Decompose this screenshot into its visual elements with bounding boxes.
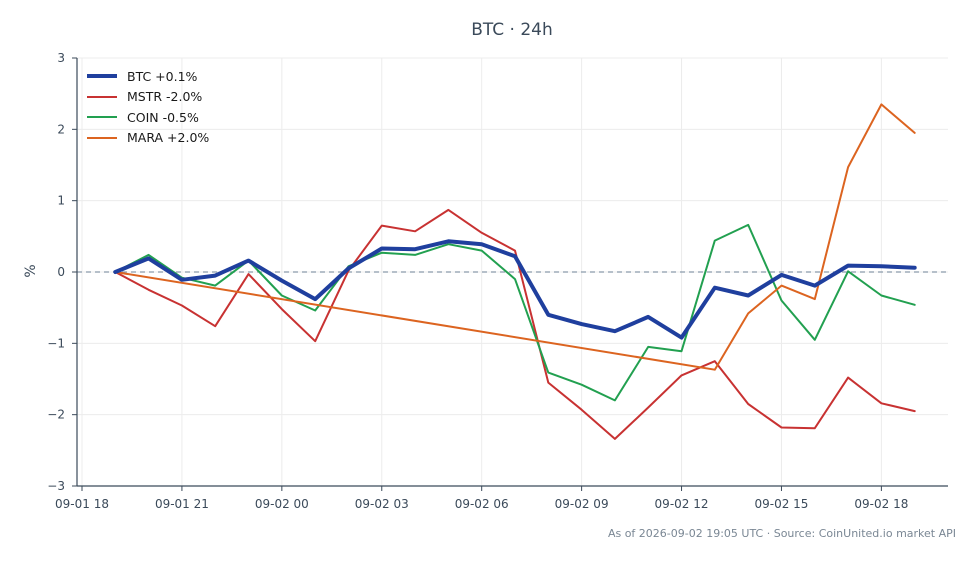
legend-swatch [87,74,117,79]
source-footnote: As of 2026-09-02 19:05 UTC · Source: Coi… [607,527,956,540]
x-tick-label: 09-02 06 [455,497,509,511]
y-tick-label: −1 [47,336,65,350]
legend-item: MARA +2.0% [87,128,209,149]
y-tick-label: 2 [57,122,65,136]
legend-item: MSTR -2.0% [87,87,209,108]
x-tick-label: 09-01 21 [155,497,209,511]
y-tick-label: 3 [57,51,65,65]
x-tick-label: 09-02 09 [555,497,609,511]
series-line-mara [114,103,916,371]
y-tick-label: 1 [57,194,65,208]
y-tick-label: 0 [57,265,65,279]
x-tick-label: 09-02 00 [255,497,309,511]
x-tick-label: 09-02 12 [655,497,709,511]
legend-label: BTC +0.1% [127,68,198,84]
y-tick-label: −2 [47,408,65,422]
y-axis-label: % [23,264,39,277]
series-lines [113,103,917,440]
series-line-btc [113,239,917,340]
legend-item: COIN -0.5% [87,107,209,128]
legend-swatch [87,116,117,119]
legend-swatch [87,95,117,98]
series-line-mstr [114,208,916,440]
legend-item: BTC +0.1% [87,66,209,87]
legend-swatch [87,136,117,139]
y-tick-label: −3 [47,479,65,493]
legend-label: COIN -0.5% [127,109,199,125]
legend-label: MSTR -2.0% [127,89,203,105]
x-tick-label: 09-02 03 [355,497,409,511]
legend-label: MARA +2.0% [127,130,210,146]
x-tick-label: 09-02 15 [754,497,808,511]
x-tick-label: 09-01 18 [55,497,109,511]
chart-legend: BTC +0.1% MSTR -2.0% COIN -0.5% MARA +2.0% [87,66,209,148]
x-tick-label: 09-02 18 [854,497,908,511]
axes: 3 2 1 0 −1 −2 −3 09-01 18 09-01 21 09-02 00 09-02 … [47,51,948,511]
chart-title: BTC · 24h [471,20,553,40]
